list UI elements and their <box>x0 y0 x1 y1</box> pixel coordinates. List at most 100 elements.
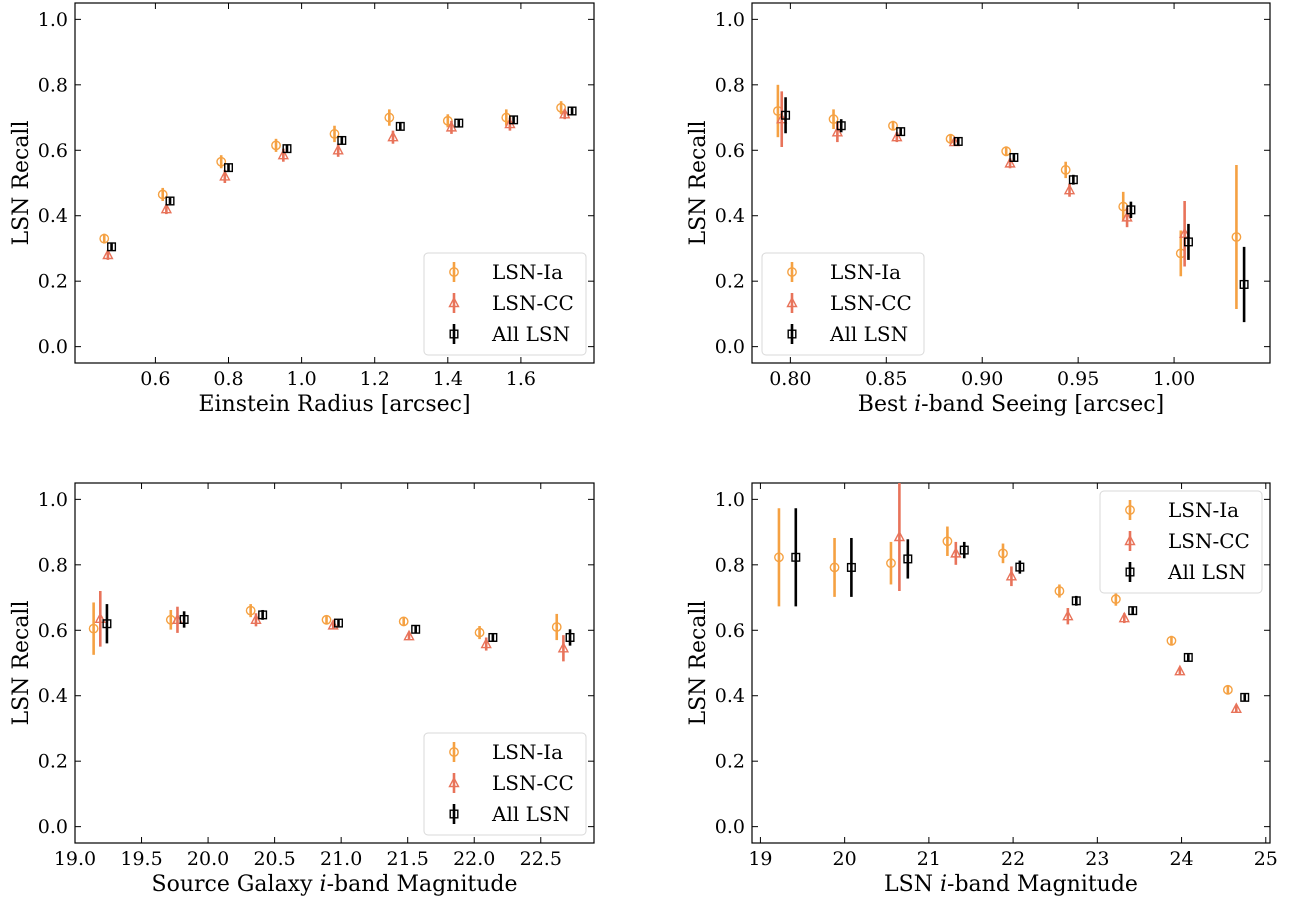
series-all-lsn <box>791 508 1250 702</box>
x-tick-label: 0.90 <box>961 368 1003 390</box>
panel-3: 0.0 0.2 0.4 0.6 0.8 1.0 19.0 19.5 20.0 20.5 21.0 21… <box>9 482 595 897</box>
x-tick-label: 19 <box>748 848 772 870</box>
data-point <box>557 641 570 653</box>
legend-marker <box>449 809 459 819</box>
legend-label: LSN-CC <box>830 291 912 315</box>
plot-frame <box>74 482 595 844</box>
data-point <box>950 546 962 558</box>
x-tick-label: 0.6 <box>140 368 170 390</box>
legend-marker <box>1124 534 1136 546</box>
series-lsn-ia <box>88 602 562 655</box>
data-point <box>831 125 844 137</box>
data-point <box>94 612 106 624</box>
data-point <box>107 242 117 252</box>
y-tick-label: 0.0 <box>38 336 68 358</box>
x-tick-label: 19.5 <box>120 848 162 870</box>
series-lsn-cc <box>776 91 1191 267</box>
data-point <box>888 120 898 131</box>
legend-marker <box>448 296 460 308</box>
data-point <box>953 136 963 146</box>
y-tick-label: 0.2 <box>715 271 745 293</box>
legend-box <box>761 252 925 356</box>
y-tick-label: 0.6 <box>38 140 68 162</box>
data-point <box>398 616 409 627</box>
y-tick-label: 0.8 <box>38 554 68 576</box>
data-point <box>160 202 173 214</box>
data-point <box>321 614 332 625</box>
y-tick-label: 1.0 <box>715 9 745 31</box>
data-point <box>567 106 577 116</box>
y-axis-label: LSN Recall <box>9 600 34 725</box>
panel-2: 0.0 0.2 0.4 0.6 0.8 1.0 0.80 0.85 0.90 0.95 1.00Be… <box>686 2 1271 417</box>
data-point <box>387 130 399 142</box>
x-axis-label: Source Galaxy i-band Magnitude <box>152 872 518 897</box>
data-point <box>1178 227 1191 238</box>
x-tick-label: 21.5 <box>387 848 429 870</box>
data-point <box>886 558 896 569</box>
legend: LSN-Ia LSN-CC All LSN <box>423 252 587 356</box>
data-point <box>1222 684 1233 695</box>
data-point <box>1054 586 1065 596</box>
legend-label: LSN-Ia <box>1168 498 1239 522</box>
data-point <box>1183 652 1193 662</box>
x-tick-label: 22.0 <box>453 848 495 870</box>
data-point <box>1183 237 1193 247</box>
data-point <box>1063 183 1076 195</box>
x-tick-label: 0.85 <box>865 368 907 390</box>
data-point <box>829 562 840 573</box>
x-tick-label: 1.2 <box>360 368 390 390</box>
plot-frame <box>751 482 1271 844</box>
data-point <box>896 127 906 137</box>
data-point <box>411 624 421 634</box>
data-point <box>903 554 913 564</box>
series-lsn-cc <box>893 483 1242 714</box>
data-point <box>791 552 801 562</box>
data-point <box>1128 606 1138 616</box>
data-point <box>1239 279 1249 289</box>
x-tick-label: 1.6 <box>506 368 536 390</box>
data-point <box>1062 609 1074 621</box>
y-tick-label: 0.4 <box>38 685 68 707</box>
data-point <box>329 129 340 139</box>
x-tick-label: 20.5 <box>253 848 295 870</box>
data-point <box>781 110 791 120</box>
data-point <box>1166 635 1177 646</box>
x-tick-label: 20 <box>833 848 857 870</box>
data-point <box>271 140 281 151</box>
y-tick-label: 0.2 <box>38 751 68 773</box>
data-point <box>556 102 567 113</box>
legend-label: All LSN <box>491 322 570 346</box>
x-axis-label: Best i-band Seeing [arcsec] <box>858 392 1164 417</box>
data-point <box>1126 205 1136 215</box>
data-point <box>179 614 189 624</box>
y-tick-label: 0.4 <box>715 685 745 707</box>
y-axis-label: LSN Recall <box>686 600 711 725</box>
plot-frame <box>74 2 595 364</box>
y-tick-label: 0.8 <box>715 554 745 576</box>
legend-marker <box>787 329 797 339</box>
data-point <box>403 629 415 641</box>
data-point <box>846 562 856 572</box>
data-point <box>836 121 846 131</box>
data-point <box>165 196 175 206</box>
legend-label: LSN-CC <box>492 771 574 795</box>
data-point <box>1174 664 1186 676</box>
data-point <box>774 552 784 563</box>
data-point <box>102 619 112 629</box>
data-layer <box>88 591 575 662</box>
x-tick-label: 24 <box>1169 848 1193 870</box>
data-point <box>891 130 903 142</box>
data-point <box>893 530 906 542</box>
x-axis-label: Einstein Radius [arcsec] <box>198 392 470 417</box>
legend: LSN-Ia LSN-CC All LSN <box>1099 490 1263 594</box>
y-tick-label: 0.4 <box>38 205 68 227</box>
legend-label: LSN-CC <box>1168 529 1250 553</box>
data-point <box>258 610 268 620</box>
data-point <box>1121 210 1133 222</box>
x-tick-label: 25 <box>1254 848 1278 870</box>
data-point <box>1005 569 1018 581</box>
series-lsn-ia <box>773 84 1242 309</box>
data-point <box>1110 594 1121 605</box>
series-lsn-ia <box>774 508 1233 695</box>
